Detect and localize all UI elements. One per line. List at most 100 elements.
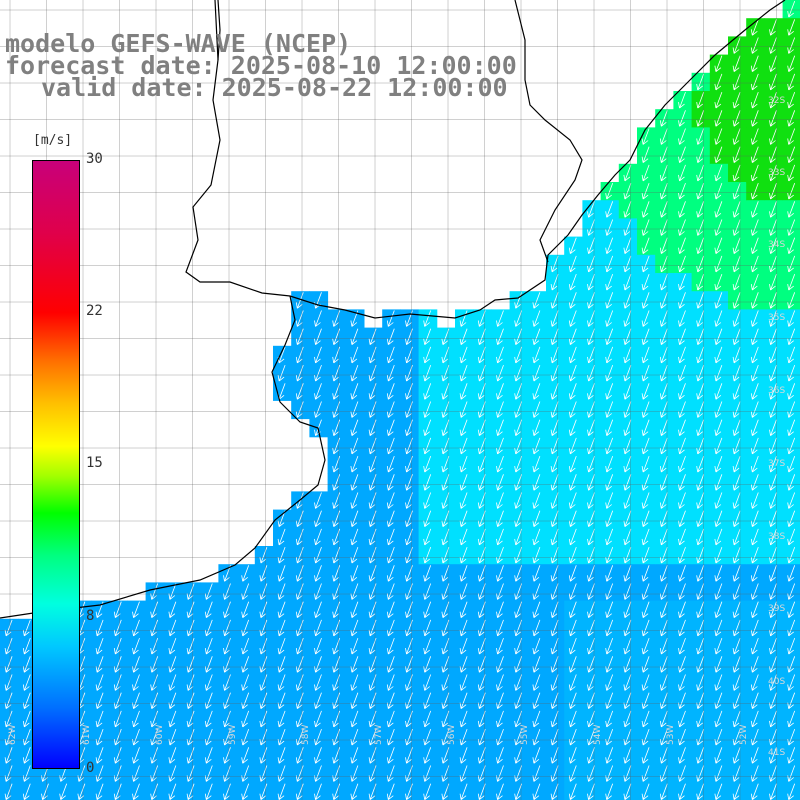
wind-arrow: [587, 565, 595, 582]
wind-arrow: [732, 674, 741, 691]
lon-label-62w: 62W: [8, 724, 18, 745]
wind-arrow: [641, 401, 650, 418]
wind-arrow: [459, 492, 468, 509]
wind-arrow: [750, 383, 759, 400]
wind-arrow: [787, 237, 796, 255]
wind-arrow: [623, 783, 632, 800]
wind-arrow: [787, 383, 796, 400]
wind-arrow: [514, 510, 523, 528]
wind-arrow: [623, 219, 632, 236]
wind-arrow: [787, 255, 796, 273]
colorbar: [32, 160, 80, 769]
wind-arrow: [259, 546, 268, 564]
wind-arrow: [641, 656, 650, 673]
wind-arrow: [514, 565, 523, 582]
wind-arrow: [678, 128, 686, 145]
wind-arrow: [568, 364, 577, 382]
wind-arrow: [641, 674, 650, 691]
wind-arrow: [168, 747, 177, 764]
wind-arrow: [350, 474, 359, 491]
wind-arrow: [769, 91, 777, 109]
wind-arrow: [696, 164, 705, 182]
wind-arrow: [714, 91, 723, 109]
wind-arrow: [423, 328, 432, 346]
wind-arrow: [732, 747, 741, 764]
wind-arrow: [204, 619, 213, 637]
wind-arrow: [532, 783, 541, 800]
wind-arrow: [532, 656, 541, 673]
wind-arrow: [568, 273, 577, 291]
wind-arrow: [605, 783, 614, 800]
wind-arrow: [659, 164, 668, 182]
wind-arrow: [659, 492, 668, 509]
wind-arrow: [750, 346, 759, 364]
wind-arrow: [659, 219, 668, 236]
wind-arrow: [714, 528, 723, 546]
wind-arrow: [769, 55, 777, 73]
wind-arrow: [514, 783, 523, 800]
wind-arrow: [623, 182, 632, 200]
wind-arrow: [678, 255, 686, 273]
wind-arrow: [750, 110, 759, 127]
wind-arrow: [750, 237, 759, 255]
wind-arrow: [350, 710, 359, 728]
wind-arrow: [732, 419, 741, 437]
wind-arrow: [277, 783, 286, 800]
wind-arrow: [623, 674, 632, 691]
wind-arrow: [386, 528, 395, 546]
wind-arrow: [241, 674, 250, 691]
wind-arrow: [750, 455, 759, 473]
wind-arrow: [514, 637, 523, 655]
wind-arrow: [678, 328, 686, 346]
wind-arrow: [223, 674, 231, 691]
wind-arrow: [132, 674, 140, 691]
wind-arrow: [641, 237, 650, 255]
wind-arrow: [787, 328, 796, 346]
wind-arrow: [277, 637, 286, 655]
wind-arrow: [550, 328, 559, 346]
wind-arrow: [295, 401, 304, 418]
wind-arrow: [295, 656, 304, 673]
wind-arrow: [514, 455, 523, 473]
wind-arrow: [386, 455, 395, 473]
wind-arrow: [587, 619, 595, 637]
wind-arrow: [350, 565, 359, 582]
wind-arrow: [496, 310, 504, 327]
wind-arrow: [386, 656, 395, 673]
wind-arrow: [550, 255, 559, 273]
wind-arrow: [659, 674, 668, 691]
wind-arrow: [350, 401, 359, 418]
wind-arrow: [605, 583, 614, 600]
wind-arrow: [532, 674, 541, 691]
wind-arrow: [496, 383, 504, 400]
wind-arrow: [277, 546, 286, 564]
wind-arrow: [659, 455, 668, 473]
wind-arrow: [4, 656, 13, 673]
wind-arrow: [568, 419, 577, 437]
wind-arrow: [750, 565, 759, 582]
wind-arrow: [22, 783, 31, 800]
wind-arrow: [568, 510, 577, 528]
wind-arrow: [459, 310, 468, 327]
wind-arrow: [787, 674, 796, 691]
wind-arrow: [132, 747, 140, 764]
wind-arrow: [295, 674, 304, 691]
wind-arrow: [641, 164, 650, 182]
wind-arrow: [550, 783, 559, 800]
wind-arrow: [787, 73, 796, 91]
wind-arrow: [714, 601, 723, 619]
wind-arrow: [423, 601, 432, 619]
wind-arrow: [659, 128, 668, 145]
colorbar-tick-8: 8: [86, 608, 95, 624]
wind-arrow: [132, 619, 140, 637]
wind-arrow: [714, 419, 723, 437]
wind-arrow: [550, 310, 559, 327]
wind-arrow: [659, 237, 668, 255]
wind-arrow: [623, 601, 632, 619]
wind-arrow: [787, 346, 796, 364]
wind-arrow: [787, 19, 796, 36]
wind-arrow: [623, 346, 632, 364]
wind-arrow: [423, 364, 432, 382]
wind-arrow: [314, 674, 322, 691]
lat-label-37s: 37S: [768, 459, 786, 469]
